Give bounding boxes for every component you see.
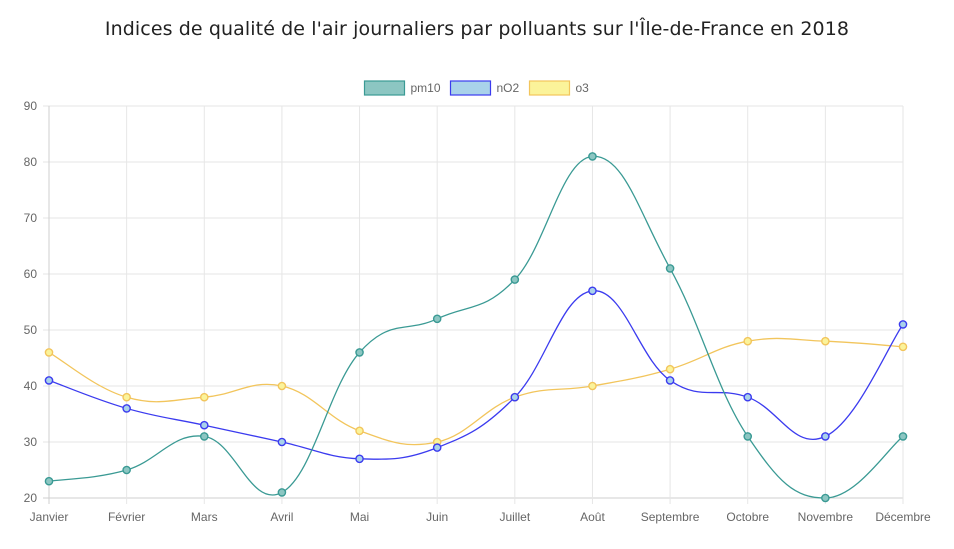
data-point-nO2 (199, 420, 209, 430)
series-group (44, 152, 908, 503)
data-point-o3 (898, 342, 908, 352)
data-point-pm10 (44, 476, 54, 486)
data-point-nO2 (743, 392, 753, 402)
data-point-nO2 (44, 376, 54, 385)
x-tick-label: Octobre (726, 510, 769, 524)
x-tick-label: Juin (426, 510, 448, 524)
legend-item-o3: o3 (528, 80, 590, 96)
data-point-pm10 (122, 465, 131, 475)
chart-title: Indices de qualité de l'air journaliers … (104, 18, 850, 40)
data-point-o3 (277, 381, 287, 391)
x-tick-label: Juillet (499, 510, 530, 524)
x-tick-label: Mai (350, 510, 369, 524)
legend-item-pm10: pm10 (363, 80, 441, 96)
y-tick-label: 40 (24, 379, 38, 393)
data-point-nO2 (588, 286, 597, 296)
data-point-o3 (743, 336, 753, 346)
y-tick-label: 60 (24, 267, 38, 281)
data-point-nO2 (122, 404, 131, 413)
legend-label-pm10: pm10 (411, 81, 441, 95)
y-axis: 20 30 40 50 60 70 80 90 (24, 99, 38, 505)
y-tick-label: 20 (24, 491, 38, 505)
x-tick-label: Avril (270, 510, 293, 524)
data-point-nO2 (510, 392, 520, 402)
data-point-o3 (122, 392, 131, 402)
y-tick-label: 90 (24, 99, 38, 113)
x-tick-label: Août (580, 510, 605, 524)
x-tick-label: Mars (191, 510, 218, 524)
x-tick-label: Septembre (641, 510, 700, 524)
x-tick-label: Novembre (798, 510, 854, 524)
legend-swatch-pm10 (363, 80, 406, 96)
data-point-nO2 (432, 443, 442, 452)
data-point-pm10 (665, 264, 675, 273)
x-tick-label: Décembre (875, 510, 931, 524)
legend-item-nO2: nO2 (449, 80, 520, 96)
data-point-o3 (355, 426, 364, 436)
series-line-o3 (48, 337, 904, 446)
data-point-pm10 (510, 275, 520, 284)
legend-label-nO2: nO2 (497, 81, 520, 95)
x-tick-label: Janvier (30, 510, 69, 524)
data-point-nO2 (277, 437, 287, 447)
data-point-nO2 (898, 320, 908, 329)
data-point-o3 (588, 381, 597, 391)
series-nO2 (44, 286, 908, 464)
data-point-o3 (821, 336, 830, 346)
data-point-o3 (44, 348, 54, 357)
series-line-nO2 (48, 290, 904, 460)
data-point-o3 (199, 392, 209, 402)
data-point-pm10 (277, 488, 287, 497)
x-axis: Janvier Février Mars Avril Mai Juin Juillet Aoû… (30, 510, 931, 524)
y-tick-label: 80 (24, 155, 38, 169)
data-point-nO2 (821, 432, 830, 441)
legend-label-o3: o3 (576, 81, 590, 95)
series-pm10 (44, 152, 908, 503)
data-point-pm10 (355, 348, 364, 357)
data-point-nO2 (665, 376, 675, 385)
series-line-pm10 (48, 155, 904, 499)
x-tick-label: Février (108, 510, 145, 524)
data-point-nO2 (355, 454, 364, 464)
legend: pm10 nO2 o3 (363, 80, 590, 96)
legend-swatch-nO2 (449, 80, 492, 96)
data-point-pm10 (821, 493, 830, 503)
y-tick-label: 30 (24, 435, 38, 449)
data-point-pm10 (588, 152, 597, 161)
data-point-o3 (665, 364, 675, 374)
legend-swatch-o3 (528, 80, 571, 96)
data-point-pm10 (898, 432, 908, 441)
y-tick-label: 70 (24, 211, 38, 225)
data-point-pm10 (743, 432, 753, 441)
y-tick-label: 50 (24, 323, 38, 337)
data-point-pm10 (432, 314, 442, 324)
data-point-pm10 (199, 432, 209, 441)
